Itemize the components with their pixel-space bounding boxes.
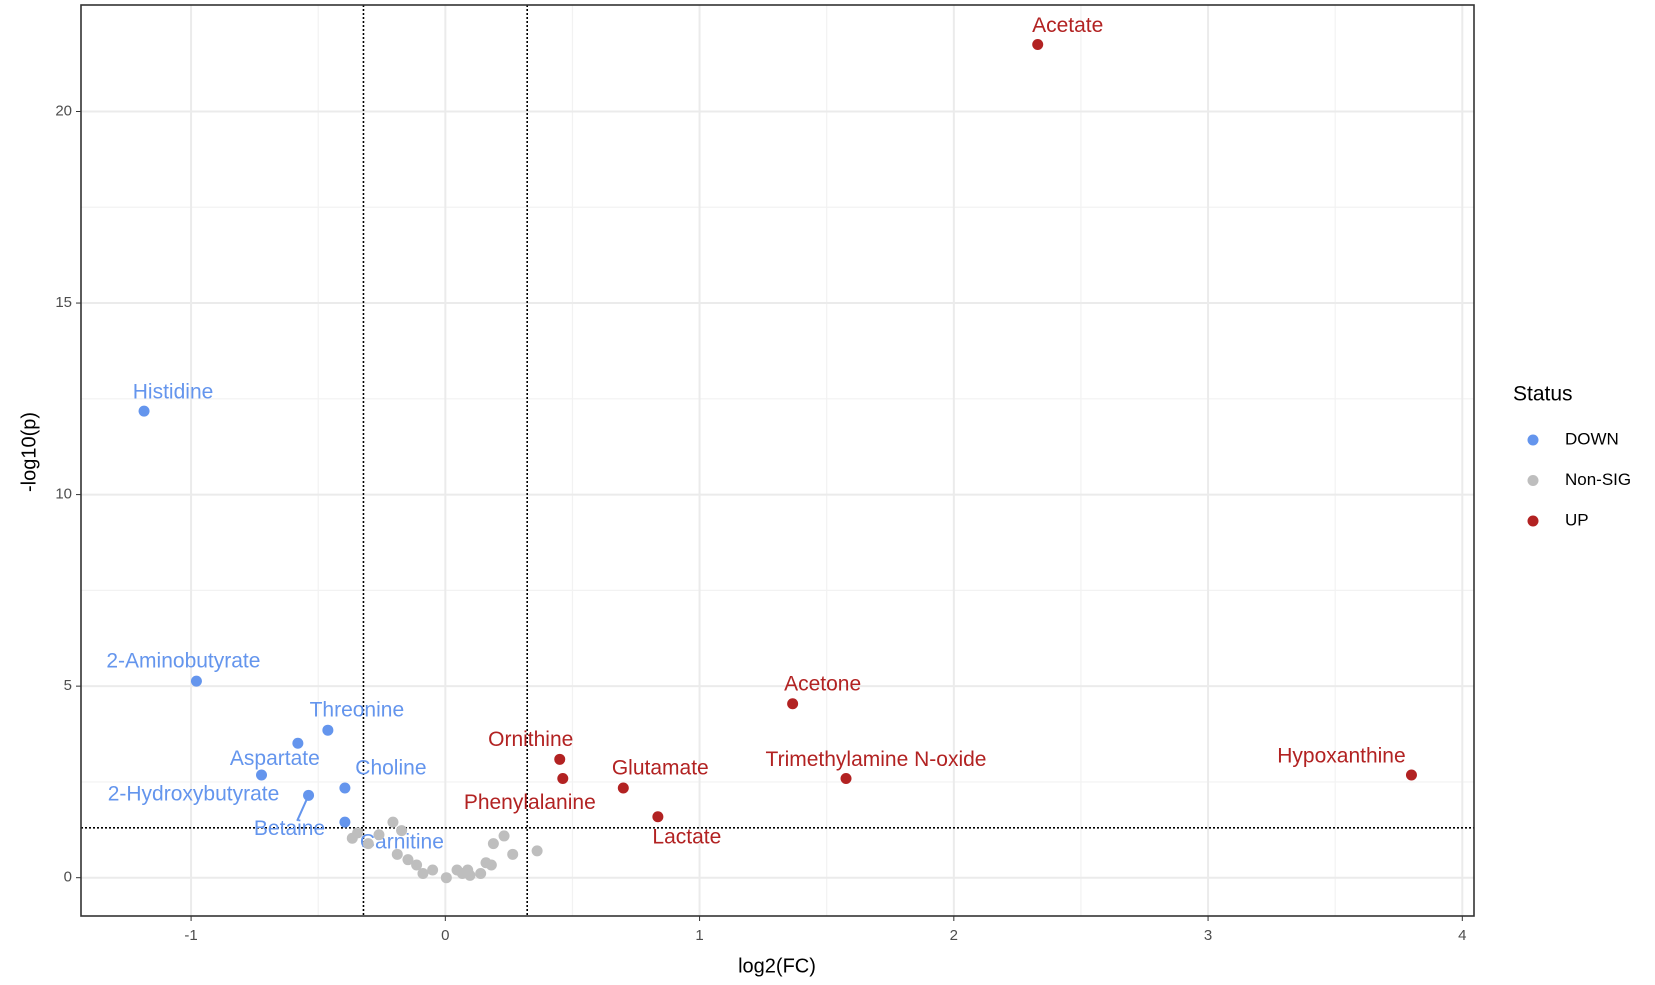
data-point bbox=[1032, 38, 1044, 50]
data-point bbox=[787, 698, 799, 710]
x-tick-label: 1 bbox=[695, 927, 703, 944]
data-point bbox=[411, 859, 423, 871]
data-point bbox=[498, 830, 510, 842]
data-point bbox=[339, 816, 351, 828]
legend-title: Status bbox=[1513, 383, 1573, 406]
data-point bbox=[507, 848, 519, 860]
label-segment bbox=[296, 794, 310, 822]
point-label: Lactate bbox=[652, 825, 721, 848]
point-label: Trimethylamine N-oxide bbox=[766, 748, 987, 771]
point-label: Histidine bbox=[133, 381, 214, 404]
point-label: Acetate bbox=[1032, 14, 1103, 37]
data-point bbox=[402, 854, 414, 866]
data-point bbox=[339, 782, 351, 794]
legend-label: DOWN bbox=[1565, 429, 1619, 448]
data-point bbox=[487, 838, 499, 850]
data-point bbox=[190, 675, 202, 687]
data-point bbox=[554, 753, 566, 765]
data-point bbox=[322, 724, 334, 736]
point-label: 2-Aminobutyrate bbox=[106, 650, 260, 673]
point-label: Ornithine bbox=[488, 728, 573, 751]
data-point bbox=[362, 838, 374, 850]
legend-label: UP bbox=[1565, 510, 1589, 529]
point-label: Threonine bbox=[310, 699, 405, 722]
legend-key bbox=[1527, 434, 1539, 446]
data-point bbox=[417, 867, 429, 879]
data-point bbox=[464, 869, 476, 881]
data-point bbox=[1405, 769, 1417, 781]
data-point bbox=[396, 825, 408, 837]
point-label: Aspartate bbox=[230, 747, 320, 770]
data-point bbox=[475, 867, 487, 879]
x-tick-label: 3 bbox=[1204, 927, 1212, 944]
legend-key bbox=[1527, 475, 1539, 486]
x-tick-label: 4 bbox=[1458, 927, 1466, 944]
data-point bbox=[373, 829, 385, 841]
legend-label: Non-SIG bbox=[1565, 470, 1631, 489]
data-point bbox=[387, 816, 399, 828]
data-point bbox=[352, 827, 364, 839]
point-label: Hypoxanthine bbox=[1277, 745, 1405, 768]
point-label: Phenylalanine bbox=[464, 791, 596, 814]
x-axis-title: log2(FC) bbox=[738, 955, 816, 977]
x-tick-label: -1 bbox=[184, 927, 197, 944]
point-label: 2-Hydroxybutyrate bbox=[108, 783, 280, 806]
data-point bbox=[292, 737, 304, 749]
legend-key bbox=[1527, 515, 1539, 527]
y-tick-label: 5 bbox=[64, 677, 72, 694]
point-label: Glutamate bbox=[612, 757, 709, 780]
x-tick-label: 0 bbox=[441, 927, 449, 944]
data-point bbox=[138, 405, 150, 417]
data-point bbox=[557, 772, 569, 784]
point-label: Choline bbox=[355, 757, 426, 780]
data-point bbox=[531, 845, 543, 857]
y-tick-label: 15 bbox=[55, 294, 72, 311]
data-point bbox=[617, 782, 629, 794]
data-point bbox=[652, 811, 664, 823]
point-label: Acetone bbox=[784, 672, 861, 695]
y-tick-label: 10 bbox=[55, 486, 72, 503]
point-label: Betaine bbox=[254, 817, 325, 840]
data-point bbox=[840, 772, 852, 784]
x-tick-label: 2 bbox=[950, 927, 958, 944]
data-point bbox=[440, 872, 452, 884]
y-tick-label: 20 bbox=[55, 102, 72, 119]
data-point bbox=[427, 864, 439, 876]
y-axis-title: -log10(p) bbox=[18, 412, 40, 492]
data-point bbox=[256, 769, 268, 781]
data-point bbox=[391, 848, 403, 860]
data-point bbox=[485, 859, 497, 871]
y-tick-label: 0 bbox=[64, 869, 72, 886]
panel-border bbox=[80, 4, 1475, 917]
